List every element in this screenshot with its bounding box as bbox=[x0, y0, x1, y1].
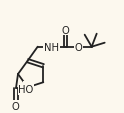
Text: O: O bbox=[62, 25, 70, 35]
Text: S: S bbox=[24, 83, 31, 93]
Text: NH: NH bbox=[44, 42, 59, 52]
Text: O: O bbox=[75, 42, 83, 52]
Text: HO: HO bbox=[18, 84, 34, 94]
Text: O: O bbox=[11, 101, 19, 111]
